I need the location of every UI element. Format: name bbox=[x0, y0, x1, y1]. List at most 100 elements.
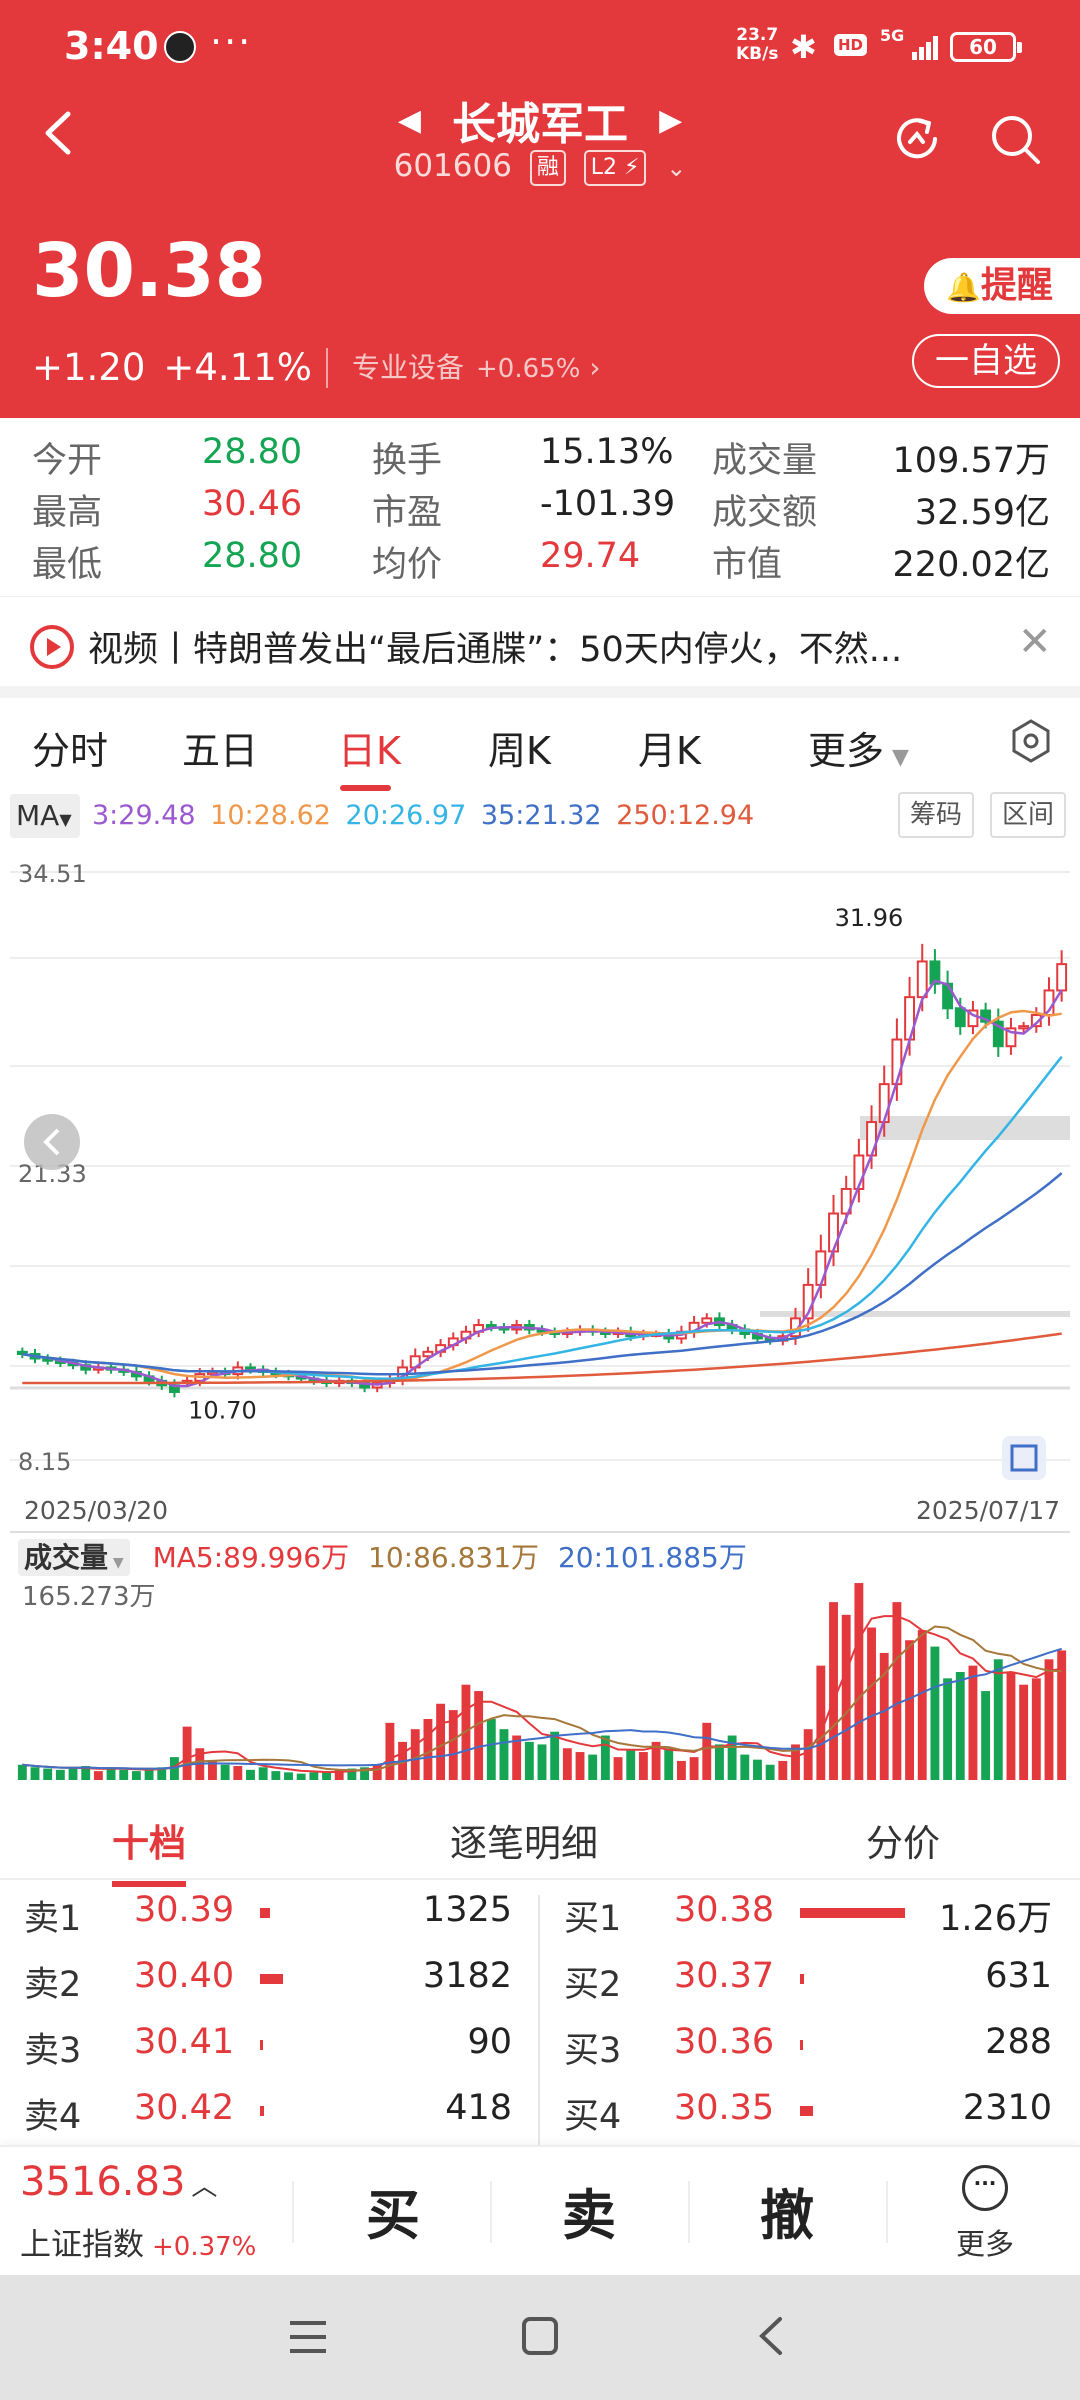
high-marker: 31.96 bbox=[835, 904, 904, 932]
caret-down-icon: ▼ bbox=[108, 1555, 124, 1571]
y-min-label: 8.15 bbox=[18, 1448, 71, 1476]
volume-bars bbox=[17, 1583, 1067, 1780]
more-button[interactable]: ··· 更多 bbox=[950, 2165, 1020, 2265]
order-book-divider bbox=[538, 1895, 540, 2145]
sell-button[interactable]: 卖 bbox=[562, 2184, 616, 2247]
tab-more[interactable]: 更多 ▼ bbox=[808, 720, 909, 775]
stats-row: 今开 28.80 换手 15.13% 成交量 109.57万 bbox=[0, 432, 1080, 484]
volume-bar bbox=[600, 1735, 610, 1780]
sell-level-bar bbox=[260, 2040, 263, 2050]
buy-level-label: 买4 bbox=[564, 2097, 622, 2137]
close-icon[interactable]: ✕ bbox=[1018, 619, 1052, 665]
home-icon[interactable] bbox=[520, 2315, 560, 2357]
ma10-line bbox=[22, 1009, 1062, 1382]
volume-ma-lines bbox=[22, 1615, 1062, 1774]
tab-daily-k[interactable]: 日K bbox=[338, 720, 401, 791]
index-value: 3516.83 bbox=[20, 2159, 186, 2205]
fullscreen-icon[interactable] bbox=[1002, 1436, 1046, 1480]
cancel-order-button[interactable]: 撤 bbox=[760, 2184, 814, 2247]
candle-body bbox=[840, 1187, 852, 1215]
divider bbox=[688, 2181, 690, 2243]
volume-max-label: 165.273万 bbox=[22, 1582, 156, 1612]
volume-bar bbox=[981, 1691, 991, 1780]
tab-tick-detail[interactable]: 逐笔明细 bbox=[450, 1822, 598, 1865]
prev-stock-icon[interactable]: ◀ bbox=[397, 102, 421, 138]
sell-level-label: 卖4 bbox=[24, 2097, 82, 2137]
kline-chart[interactable]: 34.51 21.33 8.15 31.96 10.70 bbox=[0, 848, 1080, 1488]
stat-value: 220.02亿 bbox=[892, 545, 1050, 585]
order-book-tabs: 十档 逐笔明细 分价 bbox=[0, 1795, 1080, 1887]
margin-tag: 融 bbox=[529, 149, 566, 186]
stock-title: ◀ 长城军工 ▶ bbox=[0, 88, 1080, 152]
refresh-icon[interactable] bbox=[890, 112, 944, 166]
volume-bar bbox=[1044, 1659, 1054, 1780]
tab-monthly-k[interactable]: 月K bbox=[638, 729, 701, 773]
volume-bar bbox=[68, 1768, 78, 1780]
range-button[interactable]: 区间 bbox=[990, 792, 1067, 838]
candle-body bbox=[701, 1317, 713, 1324]
stat-label: 今开 bbox=[32, 441, 103, 481]
volume-bar bbox=[676, 1760, 686, 1780]
add-watchlist-button[interactable]: 一自选 bbox=[912, 334, 1060, 388]
buy-button[interactable]: 买 bbox=[366, 2184, 420, 2247]
tab-ten-levels[interactable]: 十档 bbox=[112, 1813, 186, 1887]
scroll-left-button[interactable] bbox=[24, 1114, 80, 1170]
order-book: 卖1 30.39 1325 卖2 30.40 3182 卖3 30.41 90 卖4 30.42 41… bbox=[0, 1882, 1080, 2147]
sell-level-row[interactable]: 卖4 30.42 418 bbox=[0, 2088, 520, 2147]
divider bbox=[292, 2181, 294, 2243]
volume-bar bbox=[182, 1726, 192, 1780]
buy-level-row[interactable]: 买1 30.38 1.26万 bbox=[540, 1890, 1060, 1950]
volume-bar bbox=[905, 1640, 915, 1780]
sell-level-row[interactable]: 卖2 30.40 3182 bbox=[0, 1956, 520, 2016]
settings-icon[interactable] bbox=[1008, 718, 1054, 764]
volume-bar bbox=[385, 1722, 395, 1780]
chip-button[interactable]: 筹码 bbox=[898, 792, 975, 838]
volume-bar bbox=[727, 1735, 737, 1780]
tab-intraday[interactable]: 分时 bbox=[32, 729, 109, 773]
divider bbox=[490, 2181, 492, 2243]
remind-button[interactable]: 🔔提醒 bbox=[924, 258, 1080, 314]
volume-bar bbox=[803, 1729, 813, 1780]
next-stock-icon[interactable]: ▶ bbox=[659, 102, 683, 138]
stats-row: 最低 28.80 均价 29.74 市值 220.02亿 bbox=[0, 536, 1080, 588]
news-banner[interactable]: 视频丨特朗普发出“最后通牒”：50天内停火，不然... ✕ bbox=[0, 596, 1080, 698]
menu-icon[interactable] bbox=[286, 2317, 330, 2357]
volume-bar bbox=[689, 1757, 699, 1780]
vol-ma5: MA5:89.996万 bbox=[152, 1541, 350, 1574]
buy-level-price: 30.36 bbox=[674, 2022, 775, 2062]
volume-selector[interactable]: 成交量 ▼ bbox=[18, 1539, 130, 1576]
bottom-toolbar: 3516.83 ︿ 上证指数 +0.37% 买 卖 撤 ··· 更多 bbox=[0, 2145, 1080, 2275]
buy-level-row[interactable]: 买3 30.36 288 bbox=[540, 2022, 1060, 2082]
ma-selector[interactable]: MA▼ bbox=[10, 794, 80, 838]
tab-price-distribution[interactable]: 分价 bbox=[866, 1822, 940, 1865]
sector-change: +0.65% bbox=[476, 354, 581, 384]
back-button[interactable] bbox=[40, 108, 90, 168]
chevron-down-icon: ⌄ bbox=[666, 154, 687, 182]
buy-level-row[interactable]: 买2 30.37 631 bbox=[540, 1956, 1060, 2016]
ma35-value: 35:21.32 bbox=[480, 800, 602, 831]
back-nav-icon[interactable] bbox=[754, 2313, 788, 2359]
vol-ma20: 20:101.885万 bbox=[557, 1541, 747, 1574]
sell-level-label: 卖2 bbox=[24, 1965, 82, 2005]
search-icon[interactable] bbox=[986, 110, 1046, 170]
volume-bar bbox=[233, 1766, 243, 1780]
volume-bar bbox=[448, 1710, 458, 1780]
sell-level-row[interactable]: 卖1 30.39 1325 bbox=[0, 1890, 520, 1950]
news-text: 视频丨特朗普发出“最后通牒”：50天内停火，不然... bbox=[88, 630, 903, 670]
tab-five-day[interactable]: 五日 bbox=[182, 729, 259, 773]
more-icon: ··· bbox=[962, 2165, 1008, 2211]
stock-code-line[interactable]: 601606 融 L2 ⚡ ⌄ bbox=[0, 148, 1080, 186]
volume-bar bbox=[499, 1729, 509, 1780]
sell-level-price: 30.42 bbox=[134, 2088, 235, 2128]
sector-link[interactable]: 专业设备 +0.65% › bbox=[326, 348, 601, 388]
tab-weekly-k[interactable]: 周K bbox=[488, 729, 551, 773]
buy-level-price: 30.38 bbox=[674, 1890, 775, 1930]
sell-level-row[interactable]: 卖3 30.41 90 bbox=[0, 2022, 520, 2082]
buy-level-row[interactable]: 买4 30.35 2310 bbox=[540, 2088, 1060, 2147]
volume-bar bbox=[246, 1769, 255, 1780]
quote-header: 3:40 ··· 23.7 KB/s ✱ HD 5G 60 ◀ 长城军工 ▶ 60… bbox=[0, 0, 1080, 418]
stat-label: 市值 bbox=[712, 545, 783, 585]
x-start-label: 2025/03/20 bbox=[24, 1496, 169, 1525]
stat-label: 成交额 bbox=[712, 493, 818, 533]
ma3-line bbox=[22, 979, 1063, 1388]
